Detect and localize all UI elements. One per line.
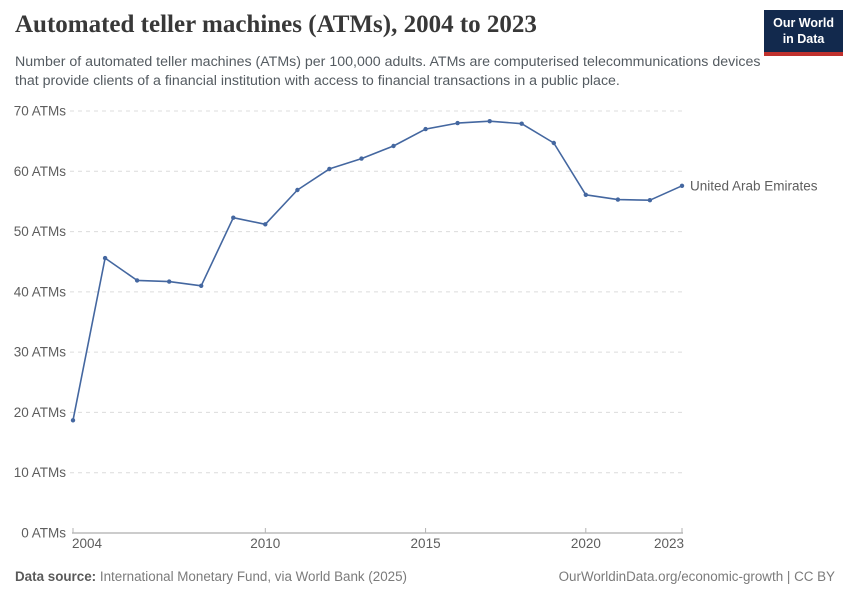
owid-logo-line2: in Data <box>782 31 825 46</box>
y-tick-label: 20 ATMs <box>14 405 67 420</box>
data-point <box>647 198 653 203</box>
chart-title: Automated teller machines (ATMs), 2004 t… <box>15 11 537 38</box>
y-tick-label: 30 ATMs <box>14 345 67 360</box>
data-point <box>423 126 428 132</box>
y-tick-label: 60 ATMs <box>14 164 67 179</box>
data-point <box>359 156 364 161</box>
data-point <box>679 183 685 188</box>
y-tick-label: 40 ATMs <box>14 284 67 299</box>
x-tick-label: 2020 <box>571 536 601 551</box>
x-tick-label: 2004 <box>72 536 103 551</box>
y-tick-label: 50 ATMs <box>14 224 67 239</box>
chart-footer: Data source: International Monetary Fund… <box>15 569 835 584</box>
data-point <box>391 143 396 149</box>
data-point <box>615 197 621 202</box>
x-tick-label: 2010 <box>250 536 280 551</box>
data-point <box>167 279 172 284</box>
data-source-text: International Monetary Fund, via World B… <box>99 569 408 584</box>
entity-label: United Arab Emirates <box>690 178 818 193</box>
data-line <box>72 120 683 421</box>
data-source-label: Data source: <box>15 569 97 584</box>
y-tick-label: 10 ATMs <box>14 465 67 480</box>
data-point <box>70 418 76 423</box>
data-point <box>263 222 268 227</box>
data-point <box>455 120 460 126</box>
line-chart: 0 ATMs 10 ATMs 20 ATMs 30 ATMs 40 ATMs 50 ATM… <box>14 104 818 552</box>
x-tick-label: 2023 <box>654 536 684 551</box>
data-source: Data source: International Monetary Fund… <box>15 569 407 584</box>
owid-logo[interactable]: Our World in Data <box>764 10 843 57</box>
y-tick-label: 70 ATMs <box>14 104 67 119</box>
x-tick-label: 2015 <box>411 536 441 551</box>
data-point <box>199 283 204 288</box>
chart-subtitle: Number of automated teller machines (ATM… <box>15 54 761 90</box>
footer-link[interactable]: OurWorldinData.org/economic-growth | CC … <box>558 569 835 584</box>
data-point <box>487 119 492 124</box>
data-point <box>231 215 236 220</box>
data-point <box>519 121 524 126</box>
data-point <box>102 255 108 261</box>
owid-logo-line1: Our World <box>773 16 834 30</box>
data-point <box>295 187 300 193</box>
data-point <box>134 278 140 283</box>
y-tick-label: 0 ATMs <box>21 526 66 541</box>
data-point <box>327 166 332 172</box>
data-point <box>583 192 588 197</box>
data-point <box>551 140 556 146</box>
